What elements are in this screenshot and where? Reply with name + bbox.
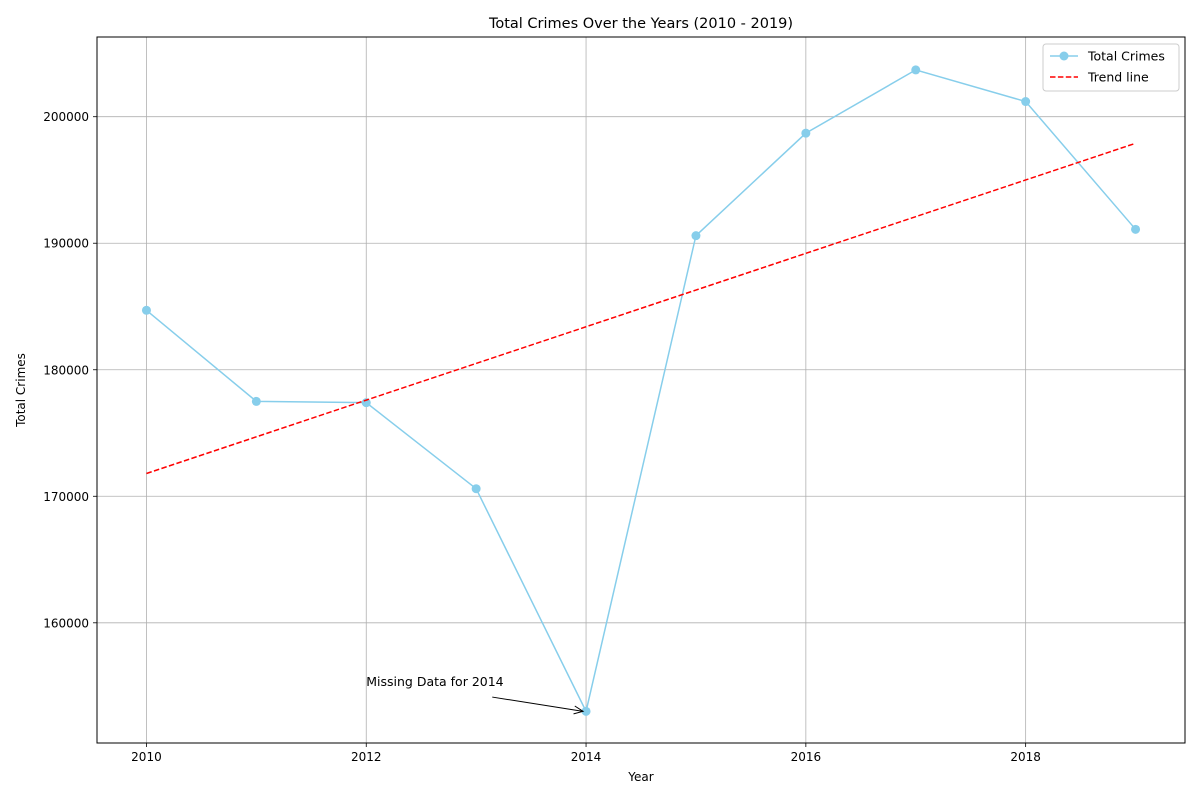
data-point-2016: [801, 128, 811, 138]
axis-ticks: 2010 2012 2014 2016 2018 160000 170000 180000 19…: [43, 110, 1041, 764]
data-point-2013: [471, 484, 481, 494]
y-tick-label: 180000: [43, 363, 89, 377]
x-tick-label: 2014: [571, 750, 602, 764]
annotation-arrow: [492, 696, 584, 712]
series-layer: [141, 65, 1141, 716]
y-tick-label: 200000: [43, 110, 89, 124]
legend-label-total-crimes: Total Crimes: [1087, 49, 1165, 64]
annotation-arrowhead: [573, 705, 585, 715]
chart-title: Total Crimes Over the Years (2010 - 2019…: [488, 16, 793, 32]
y-tick-label: 160000: [43, 616, 89, 630]
y-axis-title: Total Crimes: [14, 353, 28, 428]
annotations: Missing Data for 2014: [366, 674, 585, 715]
y-tick-label: 170000: [43, 490, 89, 504]
data-point-2019: [1131, 224, 1141, 234]
x-tick-label: 2016: [791, 750, 822, 764]
x-axis-title: Year: [627, 770, 653, 784]
y-tick-label: 190000: [43, 237, 89, 251]
x-tick-label: 2018: [1010, 750, 1041, 764]
x-tick-label: 2012: [351, 750, 382, 764]
annotation-text: Missing Data for 2014: [366, 674, 503, 689]
data-point-2014: [581, 706, 591, 716]
data-point-2018: [1021, 97, 1031, 107]
legend: Total Crimes Trend line: [1042, 43, 1180, 92]
legend-marker-total-crimes: [1059, 51, 1069, 61]
series-line-total-crimes: [145, 69, 1137, 714]
plot-frame: [96, 36, 1186, 744]
data-point-2015: [691, 231, 701, 241]
data-point-2017: [911, 65, 921, 75]
x-tick-label: 2010: [131, 750, 162, 764]
legend-label-trend-line: Trend line: [1087, 70, 1149, 85]
data-point-2011: [251, 396, 261, 406]
data-point-2010: [141, 305, 151, 315]
grid: [97, 37, 1185, 743]
